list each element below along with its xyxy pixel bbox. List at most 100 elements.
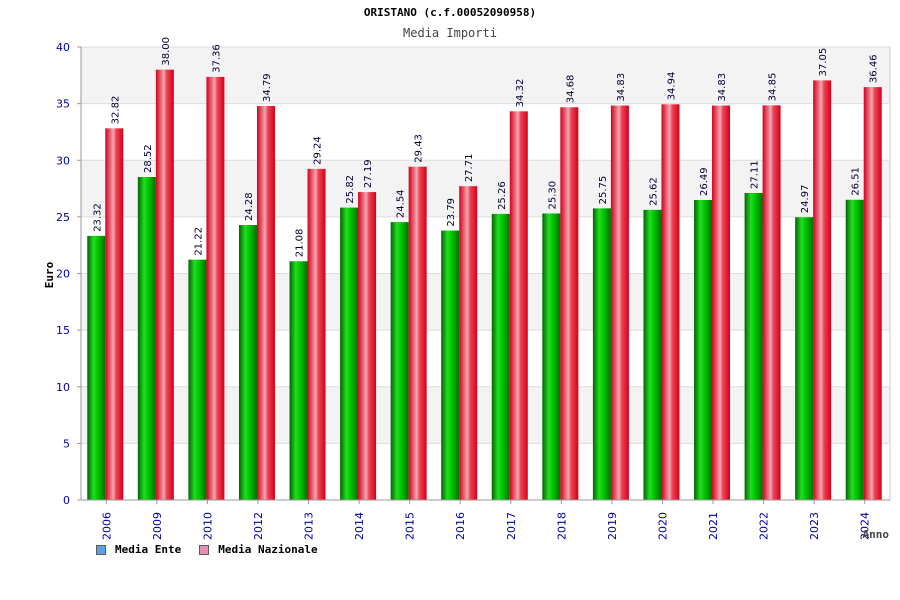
- legend-swatch-media-ente: [96, 544, 106, 555]
- chart-subtitle: Media Importi: [403, 26, 497, 40]
- bar-media-nazionale: [762, 105, 781, 500]
- bars: 23.32 32.82 28.52 38.00 21.22 37.36 24.28 34.79…: [87, 37, 882, 501]
- bar-media-nazionale: [358, 192, 377, 501]
- bar-value-label: 27.71: [464, 154, 475, 183]
- bar-media-nazionale: [206, 76, 225, 500]
- bar-media-nazionale: [712, 105, 731, 501]
- bar-value-label: 24.97: [800, 185, 811, 214]
- x-tick-label: 2020: [656, 512, 669, 540]
- bar-media-ente: [542, 213, 561, 501]
- bar-media-nazionale: [661, 104, 680, 500]
- legend-item-media-ente: Media Ente: [96, 543, 181, 556]
- y-tick-label: 15: [56, 324, 70, 337]
- bar-media-nazionale: [813, 80, 832, 500]
- legend-label-media-ente: Media Ente: [115, 543, 182, 556]
- bar-value-label: 26.51: [851, 167, 862, 196]
- bar-value-label: 29.24: [313, 136, 324, 165]
- x-tick-label: 2010: [201, 512, 214, 540]
- x-tick-label: 2012: [252, 512, 265, 540]
- bar-media-nazionale: [307, 168, 326, 500]
- chart-title: ORISTANO (c.f.00052090958): [364, 6, 536, 19]
- bar-value-label: 25.26: [497, 181, 508, 210]
- x-tick-label: 2022: [758, 512, 771, 540]
- bar-value-label: 36.46: [869, 54, 880, 83]
- bar-value-label: 21.08: [295, 229, 306, 258]
- y-tick-label: 40: [56, 41, 70, 54]
- y-tick-label: 25: [56, 211, 70, 224]
- bar-value-label: 25.30: [547, 181, 558, 210]
- bar-value-label: 25.62: [648, 177, 659, 206]
- x-tick-label: 2006: [100, 512, 113, 540]
- x-tick-label: 2021: [707, 512, 720, 540]
- x-tick-label: 2016: [454, 512, 467, 540]
- bar-value-label: 34.85: [768, 73, 779, 102]
- y-axis: 0 5 10 15 20 25 30 35 40: [56, 41, 82, 507]
- bar-value-label: 24.28: [244, 192, 255, 221]
- bar-media-ente: [137, 177, 156, 501]
- legend-swatch-media-nazionale: [199, 544, 210, 555]
- y-tick-label: 35: [56, 98, 70, 111]
- x-axis: 2006 2009 2010 2012 2013 2014 2015 2016 2017 2018…: [81, 499, 890, 540]
- bar-value-label: 34.94: [666, 72, 677, 101]
- bar-media-nazionale: [863, 87, 882, 500]
- bar-media-ente: [694, 200, 713, 501]
- bar-value-label: 34.32: [515, 79, 526, 108]
- bar-media-ente: [188, 259, 207, 500]
- bar-media-ente: [87, 235, 106, 500]
- bar-media-ente: [289, 261, 308, 500]
- bar-value-label: 32.82: [110, 96, 121, 125]
- bar-value-label: 38.00: [161, 37, 172, 66]
- bar-media-ente: [643, 209, 662, 500]
- bar-value-label: 25.75: [598, 176, 609, 205]
- x-tick-label: 2015: [404, 512, 417, 540]
- y-tick-label: 5: [63, 437, 70, 450]
- bar-media-ente: [744, 192, 763, 500]
- x-tick-label: 2023: [808, 512, 821, 540]
- y-tick-label: 20: [56, 268, 70, 281]
- bar-value-label: 34.83: [717, 73, 728, 102]
- bar-media-ente: [491, 213, 510, 501]
- bar-value-label: 27.19: [363, 159, 374, 188]
- bar-media-nazionale: [256, 106, 275, 501]
- x-tick-label: 2009: [151, 512, 164, 540]
- bar-value-label: 23.32: [92, 203, 103, 232]
- y-tick-label: 10: [56, 381, 70, 394]
- x-tick-label: 2014: [353, 512, 366, 540]
- x-tick-label: 2017: [505, 512, 518, 540]
- bar-value-label: 37.36: [211, 44, 222, 73]
- x-tick-label: 2024: [859, 512, 872, 540]
- bar-value-label: 34.68: [565, 75, 576, 104]
- x-tick-label: 2019: [606, 512, 619, 540]
- bar-value-label: 24.54: [396, 189, 407, 218]
- bar-media-nazionale: [459, 186, 478, 500]
- bar-value-label: 26.49: [699, 167, 710, 196]
- y-axis-label: Euro: [43, 261, 56, 288]
- bar-media-ente: [845, 199, 864, 501]
- y-tick-label: 30: [56, 154, 70, 167]
- x-tick-label: 2013: [303, 512, 316, 540]
- legend-item-media-nazionale: Media Nazionale: [199, 543, 318, 556]
- bar-media-ente: [238, 225, 257, 501]
- bar-value-label: 34.79: [262, 73, 273, 102]
- bar-value-label: 23.79: [446, 198, 457, 227]
- bar-media-nazionale: [509, 111, 528, 501]
- bar-media-ente: [340, 207, 359, 500]
- bar-media-ente: [390, 222, 409, 500]
- y-tick-label: 0: [63, 494, 70, 507]
- bar-media-ente: [592, 208, 611, 500]
- x-axis-label: Anno: [863, 528, 890, 541]
- bar-media-nazionale: [105, 128, 124, 500]
- bar-media-nazionale: [610, 105, 629, 501]
- bar-value-label: 34.83: [616, 73, 627, 102]
- bar-media-ente: [441, 230, 460, 500]
- bar-value-label: 21.22: [193, 227, 204, 256]
- bar-value-label: 27.11: [750, 160, 761, 189]
- bar-media-ente: [795, 217, 814, 500]
- bar-value-label: 29.43: [414, 134, 425, 163]
- bar-media-nazionale: [408, 166, 427, 500]
- legend-label-media-nazionale: Media Nazionale: [218, 543, 318, 556]
- x-tick-label: 2018: [555, 512, 568, 540]
- bar-media-nazionale: [560, 107, 579, 501]
- bar-media-nazionale: [155, 69, 174, 501]
